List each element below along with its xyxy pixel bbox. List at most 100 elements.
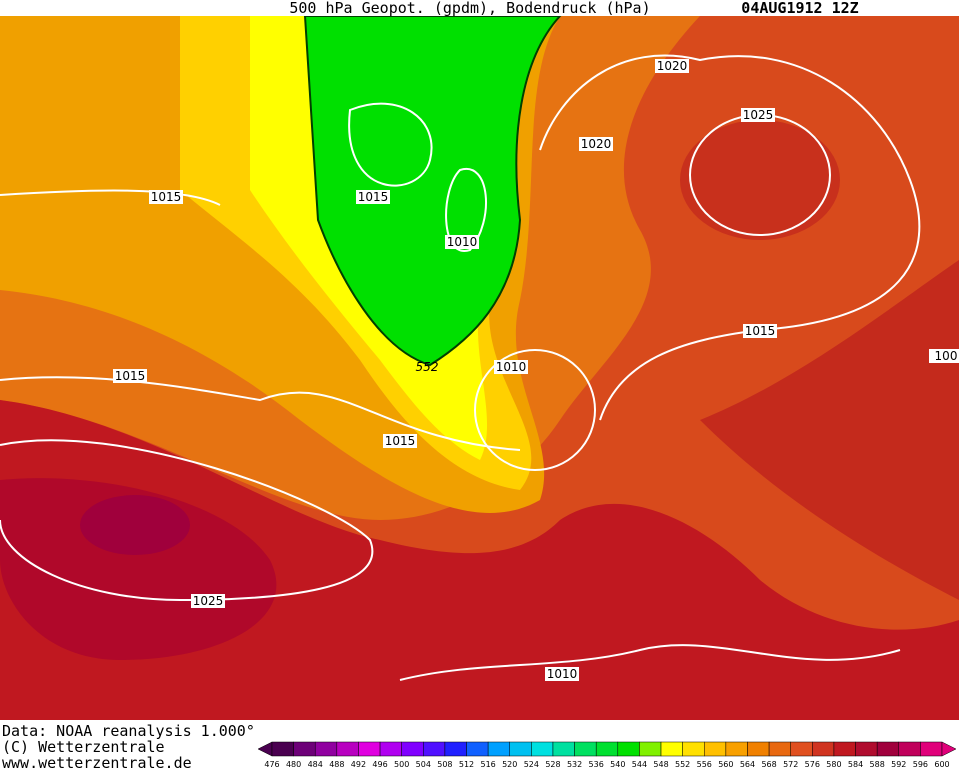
colorbar-label: 568 [761, 760, 776, 769]
colorbar-swatch [725, 741, 748, 757]
colorbar-arrow [941, 741, 957, 757]
label-box [929, 349, 959, 363]
colorbar-swatch [293, 741, 316, 757]
colorbar-label: 552 [675, 760, 690, 769]
isobar-label: 1015 [358, 190, 389, 204]
isobars [0, 54, 921, 681]
title: 500 hPa Geopot. (gpdm), Bodendruck (hPa) [289, 0, 650, 17]
label-box [149, 190, 183, 204]
colorbar-swatch [379, 741, 402, 757]
colorbar-label: 496 [372, 760, 387, 769]
label-box [743, 324, 777, 338]
colorbar-label: 536 [589, 760, 604, 769]
colorbar-label: 556 [697, 760, 712, 769]
label-box [113, 369, 147, 383]
colorbar-swatch [487, 741, 510, 757]
colorbar-label: 564 [740, 760, 755, 769]
colorbar-swatch [314, 741, 338, 757]
colorbar-label: 488 [329, 760, 344, 769]
label-box [655, 59, 689, 73]
colorbar-swatch [531, 741, 554, 757]
colorbar-swatch [444, 741, 467, 757]
colorbar-swatch [812, 741, 835, 757]
footer-line: Data: NOAA reanalysis 1.000° [2, 722, 255, 740]
colorbar-label: 584 [848, 760, 863, 769]
isobar-label: 1015 [745, 324, 776, 338]
isobar-label: 1010 [447, 235, 478, 249]
colorbar-swatch [768, 741, 791, 757]
isobar-label: 1015 [151, 190, 182, 204]
colorbar-label: 500 [394, 760, 409, 769]
isobar-label: 552 [416, 360, 439, 374]
colorbar-label: 532 [567, 760, 582, 769]
colorbar-label: 480 [286, 760, 301, 769]
colorbar-swatch [855, 741, 878, 757]
colorbar-label: 548 [653, 760, 668, 769]
colorbar-label: 544 [632, 760, 647, 769]
colorbar-swatch [617, 741, 640, 757]
label-box [356, 190, 390, 204]
label-box [383, 434, 417, 448]
colorbar-label: 504 [416, 760, 431, 769]
colorbar-label: 528 [545, 760, 560, 769]
colorbar-swatch [595, 741, 619, 757]
colorbar-swatch [358, 741, 381, 757]
colorbar-label: 576 [805, 760, 820, 769]
colorbar-label: 516 [480, 760, 495, 769]
colorbar-label: 588 [870, 760, 885, 769]
colorbar-swatch [509, 741, 532, 757]
colorbar-swatch [920, 741, 943, 757]
date: 04AUG1912 12Z [741, 0, 858, 17]
colorbar: 476 480 484 488 492 496 500 504 508 512 516 520 524 5… [257, 741, 957, 769]
colorbar-swatch [466, 741, 489, 757]
colorbar-label: 484 [308, 760, 323, 769]
colorbar-label: 592 [891, 760, 906, 769]
colorbar-swatch [833, 741, 856, 757]
colorbar-swatch [876, 741, 900, 757]
colorbar-swatch [423, 741, 446, 757]
colorbar-swatch [336, 741, 359, 757]
colorbar-swatch [790, 741, 813, 757]
colorbar-label: 524 [524, 760, 539, 769]
colorbar-swatch [660, 741, 683, 757]
label-box [445, 235, 479, 249]
isobar-label: 1015 [115, 369, 146, 383]
colorbar-swatch [552, 741, 575, 757]
footer-line: (C) Wetterzentrale [2, 738, 165, 756]
colorbar-swatch [401, 741, 424, 757]
footer-line: www.wetterzentrale.de [2, 754, 192, 770]
isobar-label: 1025 [743, 108, 774, 122]
colorbar-swatch [639, 741, 662, 757]
colorbar-swatch [747, 741, 770, 757]
colorbar-label: 600 [934, 760, 949, 769]
colorbar-label: 512 [459, 760, 474, 769]
colorbar-label: 540 [610, 760, 625, 769]
label-box [494, 360, 528, 374]
colorbar-label: 520 [502, 760, 517, 769]
colorbar-swatch [704, 741, 727, 757]
isobar-label: 1025 [193, 594, 224, 608]
colorbar-label: 508 [437, 760, 452, 769]
isobar-label: 100 [935, 349, 958, 363]
colorbar-label: 560 [718, 760, 733, 769]
isobar-label: 1010 [496, 360, 527, 374]
label-box [191, 594, 225, 608]
colorbar-label: 476 [264, 760, 279, 769]
isobar-label: 1020 [581, 137, 612, 151]
colorbar-swatch [574, 741, 597, 757]
isobar-label: 1010 [547, 667, 578, 681]
isobar-label: 1020 [657, 59, 688, 73]
colorbar-label: 580 [826, 760, 841, 769]
colorbar-swatch [898, 741, 921, 757]
map [0, 16, 959, 720]
label-box [741, 108, 775, 122]
colorbar-label: 572 [783, 760, 798, 769]
colorbar-label: 492 [351, 760, 366, 769]
isobar-labels: 1020 1025 1020 1015 1015 1010 1015 100 1010 552 10… [113, 59, 959, 681]
colorbar-swatch [682, 741, 705, 757]
colorbar-swatch [271, 741, 294, 757]
label-box [545, 667, 579, 681]
colorbar-arrow [257, 741, 273, 757]
isobar-label: 1015 [385, 434, 416, 448]
